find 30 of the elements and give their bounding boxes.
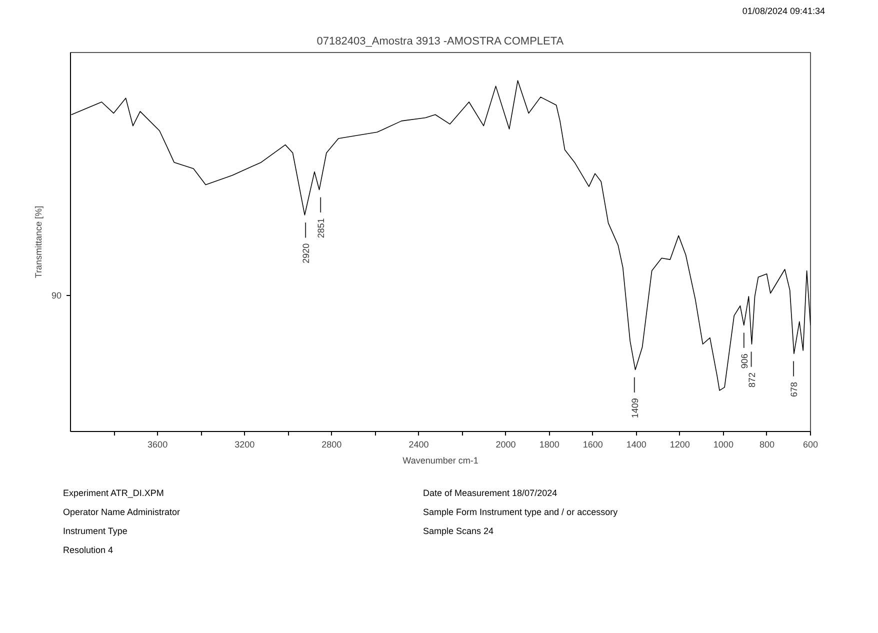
text: Instrument Type <box>63 525 128 538</box>
text: Experiment ATR_DI.XPM <box>63 487 165 500</box>
annotation: 1409 <box>630 398 640 418</box>
x-axis-title: Wavenumber cm-1 <box>402 456 478 466</box>
x-tick-label: 1600 <box>582 440 603 450</box>
x-tick-label: 3600 <box>148 440 168 450</box>
annotation: 872 <box>746 372 757 388</box>
text: 90 <box>51 290 62 301</box>
x-tick-label: 600 <box>802 440 818 450</box>
text: Sample Form Instrument type and / or accessory <box>423 506 618 519</box>
annotation: 906 <box>739 354 750 369</box>
x-tick-label: 1800 <box>539 440 560 450</box>
text: Sample Scans 24 <box>423 525 495 538</box>
text: 01/08/2024 09:41:34 <box>742 5 825 18</box>
x-tick-label: 3200 <box>234 440 255 450</box>
x-tick-label: 2400 <box>408 440 429 450</box>
x-tick-label: 1200 <box>670 440 690 450</box>
text: Resolution 4 <box>63 544 114 557</box>
x-tick-label: 2800 <box>322 440 342 450</box>
x-tick-label: 800 <box>759 440 774 450</box>
x-tick-label: 1400 <box>626 440 646 450</box>
text: Date of Measurement 18/07/2024 <box>423 487 558 500</box>
chart-title: 07182403_Amostra 3913 -AMOSTRA COMPLETA <box>316 36 564 48</box>
annotation: 2920 <box>301 243 312 264</box>
annotation: 678 <box>789 382 800 398</box>
annotation: 2851 <box>316 218 326 238</box>
y-axis-title: Transmittance [%] <box>33 206 44 278</box>
text: Operator Name Administrator <box>63 506 182 519</box>
x-tick-label: 2000 <box>496 440 516 450</box>
x-tick-label: 1000 <box>713 440 734 450</box>
